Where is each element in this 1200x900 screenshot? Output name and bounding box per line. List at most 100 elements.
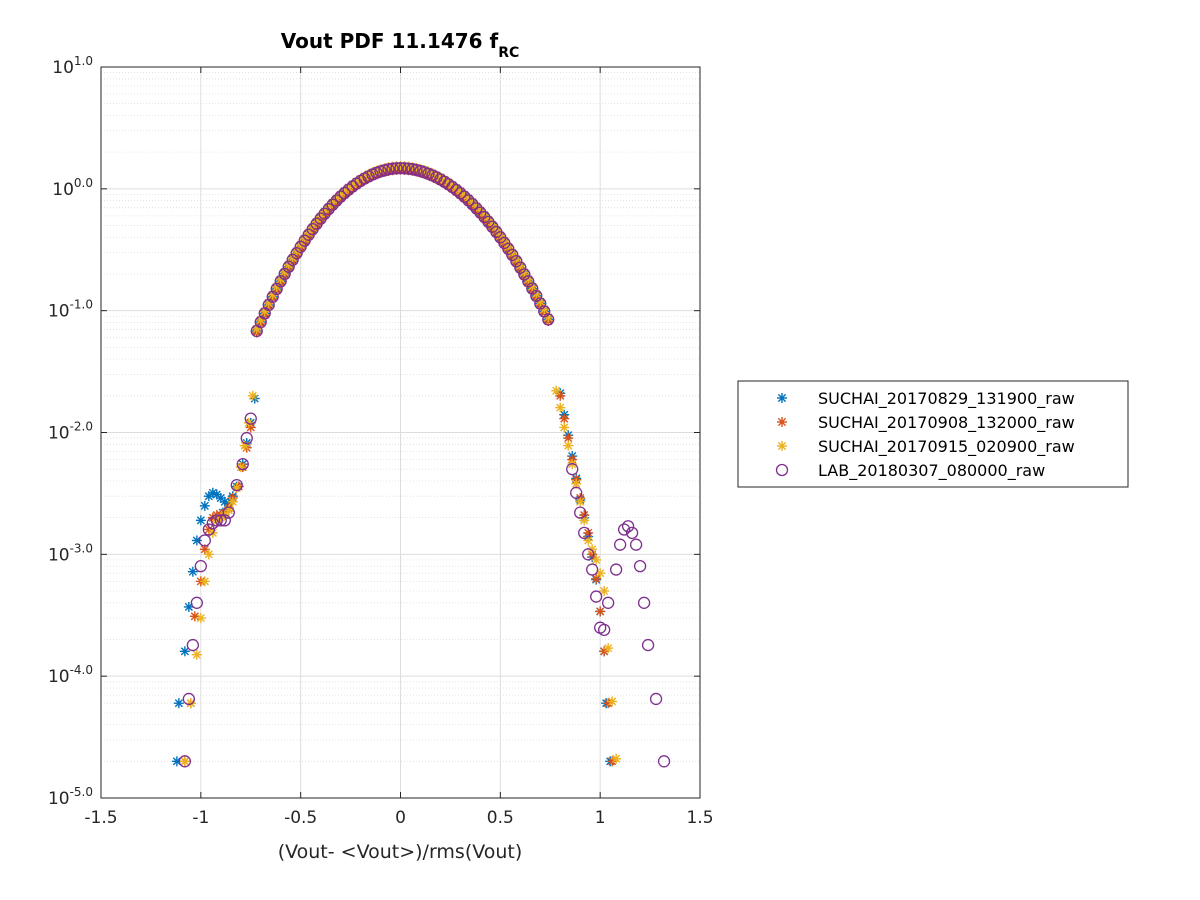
data-point <box>179 756 190 767</box>
data-point <box>210 514 223 527</box>
y-tick-label: 100.0 <box>52 176 93 200</box>
data-point <box>206 517 219 530</box>
data-point <box>617 523 631 536</box>
data-point <box>454 187 467 200</box>
data-point <box>330 194 343 207</box>
data-point <box>185 698 196 709</box>
data-point <box>575 496 586 507</box>
y-tick-label: 101.0 <box>52 54 93 78</box>
data-point <box>239 440 250 451</box>
data-point <box>466 198 479 211</box>
data-point <box>240 431 253 445</box>
data-point <box>195 613 206 624</box>
data-point <box>613 538 627 551</box>
data-point <box>578 526 591 540</box>
data-point <box>195 515 206 526</box>
y-tick-label: 10-1.0 <box>48 298 93 322</box>
data-point <box>563 440 574 451</box>
data-point <box>522 275 535 288</box>
chart-title-main: Vout PDF 11.1476 f <box>281 29 499 53</box>
data-point <box>470 202 483 215</box>
data-point <box>534 297 547 310</box>
data-point <box>214 514 227 527</box>
legend-entry: SUCHAI_20170908_132000_raw <box>777 413 1075 433</box>
data-point <box>551 385 562 396</box>
data-point <box>182 692 196 706</box>
data-point <box>294 240 307 253</box>
data-point <box>338 186 351 200</box>
data-point <box>274 275 287 288</box>
data-point <box>506 248 519 262</box>
legend-entry: LAB_20180307_080000_raw <box>775 461 1045 481</box>
data-point <box>526 282 539 295</box>
data-point <box>538 305 551 318</box>
data-point <box>633 559 647 573</box>
data-point <box>218 514 231 527</box>
data-point <box>637 596 651 609</box>
data-point <box>342 183 355 196</box>
data-point <box>230 478 243 492</box>
data-point <box>278 267 291 281</box>
data-point <box>179 646 190 657</box>
y-tick-label: 10-2.0 <box>48 420 93 444</box>
legend-marker-asterisk <box>777 393 787 403</box>
data-point <box>446 180 459 194</box>
x-tick-label: -1 <box>192 808 209 828</box>
data-point <box>542 313 555 326</box>
data-point <box>247 390 258 401</box>
data-point <box>402 162 415 175</box>
axis-ticks: -1.5 -1 -0.5 0 0.5 1 1.5 101.0 100.0 10-1.0 10-2.0… <box>48 54 714 828</box>
data-point <box>530 289 543 303</box>
legend-box <box>737 380 1129 488</box>
legend[interactable]: SUCHAI_20170829_131900_raw SUCHAI_2017090… <box>737 380 1129 488</box>
data-point <box>603 643 614 654</box>
data-point <box>236 457 249 471</box>
data-point <box>382 163 395 176</box>
chart-title: Vout PDF 11.1476 fRC <box>281 29 520 61</box>
data-point <box>641 638 655 652</box>
data-point <box>390 162 403 175</box>
data-point <box>591 554 602 565</box>
data-point <box>244 412 257 425</box>
y-tick-label: 10-3.0 <box>48 541 93 565</box>
data-point <box>334 190 347 203</box>
data-point <box>574 506 587 519</box>
data-point <box>450 183 463 197</box>
data-point <box>282 260 295 273</box>
data-point <box>510 254 523 268</box>
y-tick-label: 10-4.0 <box>48 663 93 687</box>
x-tick-label: 1.5 <box>686 808 713 828</box>
data-point <box>322 202 335 216</box>
x-tick-label: 0.5 <box>487 808 514 828</box>
data-point <box>591 573 602 584</box>
data-point <box>442 178 455 191</box>
data-point <box>629 538 643 551</box>
data-point <box>227 496 238 507</box>
data-point <box>555 390 566 401</box>
data-point <box>474 206 487 219</box>
data-point <box>570 486 583 499</box>
x-tick-label: -1.5 <box>84 808 117 828</box>
data-point <box>270 282 283 296</box>
data-point <box>406 163 419 176</box>
grid <box>100 66 701 799</box>
data-point <box>518 268 531 281</box>
data-point <box>566 463 579 476</box>
data-point <box>649 692 663 706</box>
x-axis-label: (Vout- <Vout>)/rms(Vout) <box>278 841 523 863</box>
x-tick-label: 1 <box>595 808 606 828</box>
data-point <box>186 638 199 652</box>
data-marks <box>171 161 671 768</box>
legend-label: SUCHAI_20170908_132000_raw <box>818 413 1075 433</box>
x-tick-label: -0.5 <box>284 808 317 828</box>
data-point <box>199 576 210 587</box>
data-point <box>178 755 192 768</box>
data-point <box>286 253 299 266</box>
data-point <box>198 534 211 547</box>
data-point <box>458 190 471 203</box>
data-point <box>290 247 303 260</box>
data-point <box>190 596 203 609</box>
data-point <box>590 590 603 603</box>
data-point <box>602 596 615 609</box>
